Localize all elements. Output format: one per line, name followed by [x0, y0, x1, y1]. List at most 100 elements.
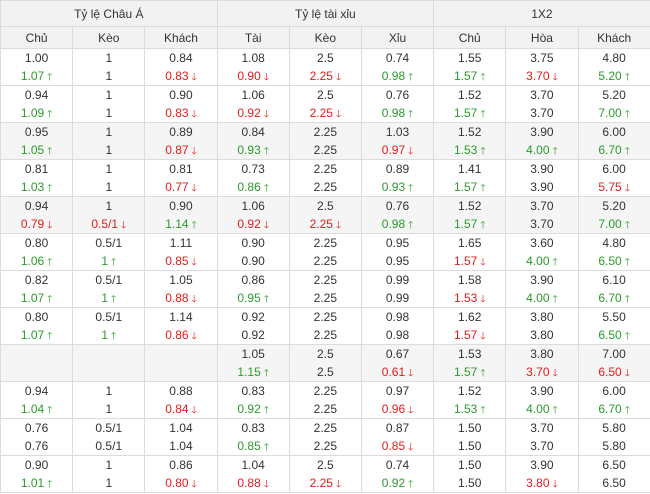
opening-odds: 0.90	[218, 234, 289, 252]
current-odds-value: 6.50	[598, 365, 621, 379]
arrow-up-icon: 🡑	[408, 220, 413, 231]
col-away-win: Khách	[578, 27, 650, 49]
arrow-up-icon: 🡑	[47, 331, 52, 342]
opening-odds: 1.14	[145, 308, 216, 326]
arrow-up-icon: 🡑	[264, 442, 269, 453]
arrow-up-icon: 🡑	[47, 183, 52, 194]
opening-odds: 0.94	[1, 197, 72, 215]
current-odds: 0.98🡑	[362, 104, 433, 122]
current-odds: 0.84🡓	[145, 400, 216, 418]
current-odds: 0.95	[362, 252, 433, 270]
current-odds-value: 1.04	[21, 402, 44, 416]
arrow-down-icon: 🡓	[264, 109, 269, 120]
current-odds-value: 0.98	[382, 217, 405, 231]
opening-odds: 0.80	[1, 234, 72, 252]
current-odds: 7.00🡑	[579, 215, 650, 233]
current-odds-value: 0.86	[165, 328, 188, 342]
current-odds-value: 0.85	[165, 254, 188, 268]
current-odds-value: 0.98	[382, 106, 405, 120]
arrow-down-icon: 🡓	[625, 183, 630, 194]
current-odds-value: 0.96	[382, 402, 405, 416]
current-odds: 0.61🡓	[362, 363, 433, 381]
opening-odds: 0.90	[145, 86, 216, 104]
current-odds-value: 6.50	[602, 476, 625, 490]
opening-odds: 1	[73, 86, 144, 104]
odds-cell	[1, 345, 73, 382]
arrow-down-icon: 🡓	[264, 72, 269, 83]
opening-odds: 3.90	[506, 382, 577, 400]
opening-odds: 1	[73, 123, 144, 141]
opening-odds: 2.5	[290, 456, 361, 474]
arrow-up-icon: 🡑	[408, 109, 413, 120]
current-odds-value: 0.90	[241, 254, 264, 268]
opening-odds: 0.90	[1, 456, 72, 474]
current-odds-value: 1.07	[21, 69, 44, 83]
current-odds: 2.25🡓	[290, 104, 361, 122]
current-odds-value: 2.25	[310, 476, 333, 490]
opening-odds: 5.50	[579, 308, 650, 326]
current-odds: 0.76	[1, 437, 72, 455]
arrow-up-icon: 🡑	[480, 109, 485, 120]
current-odds-value: 1.04	[169, 439, 192, 453]
opening-odds: 0.88	[145, 382, 216, 400]
arrow-up-icon: 🡑	[47, 146, 52, 157]
current-odds-value: 2.25	[310, 217, 333, 231]
current-odds: 1	[73, 474, 144, 492]
opening-odds: 1.00	[1, 49, 72, 67]
current-odds-value: 4.00	[526, 143, 549, 157]
opening-odds: 3.70	[506, 197, 577, 215]
current-odds: 7.00🡑	[579, 104, 650, 122]
current-odds	[1, 363, 72, 381]
opening-odds: 1.04	[145, 419, 216, 437]
current-odds-value: 0.92	[237, 106, 260, 120]
current-odds: 6.70🡑	[579, 400, 650, 418]
current-odds: 2.25	[290, 141, 361, 159]
opening-odds: 0.5/1	[73, 271, 144, 289]
current-odds-value: 0.77	[165, 180, 188, 194]
opening-odds: 0.95	[362, 234, 433, 252]
opening-odds: 6.50	[579, 456, 650, 474]
opening-odds: 3.75	[506, 49, 577, 67]
current-odds-value: 5.80	[602, 439, 625, 453]
current-odds: 1	[73, 67, 144, 85]
opening-odds: 2.25	[290, 382, 361, 400]
current-odds-value: 0.88	[165, 291, 188, 305]
current-odds: 3.80	[506, 326, 577, 344]
current-odds-value: 2.25	[314, 254, 337, 268]
current-odds-value: 0.93	[382, 180, 405, 194]
arrow-up-icon: 🡑	[47, 294, 52, 305]
current-odds-value: 1.09	[21, 106, 44, 120]
current-odds-value: 2.25	[314, 439, 337, 453]
opening-odds: 0.73	[218, 160, 289, 178]
over-under-header: Tỷ lệ tài xỉu	[217, 1, 434, 27]
current-odds-value: 0.85	[237, 439, 260, 453]
current-odds-value: 0.95	[237, 291, 260, 305]
current-odds: 3.70	[506, 215, 577, 233]
current-odds: 5.75🡓	[579, 178, 650, 196]
